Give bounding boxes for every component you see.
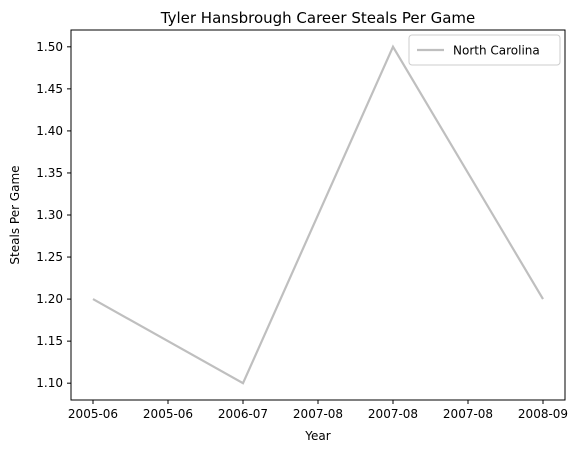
y-tick-label: 1.15 <box>36 334 63 348</box>
y-tick-label: 1.30 <box>36 208 63 222</box>
x-tick-label: 2005-06 <box>68 407 118 421</box>
x-axis-label: Year <box>304 429 330 443</box>
legend-label: North Carolina <box>453 44 540 58</box>
y-tick-label: 1.50 <box>36 40 63 54</box>
legend-box <box>408 34 561 66</box>
x-tick-label: 2008-09 <box>518 407 568 421</box>
y-tick-label: 1.25 <box>36 250 63 264</box>
x-tick-label: 2005-06 <box>143 407 193 421</box>
y-tick-label: 1.10 <box>36 376 63 390</box>
series-line <box>92 44 544 385</box>
x-tick-label: 2007-08 <box>368 407 418 421</box>
y-axis-label: Steals Per Game <box>8 165 22 264</box>
y-tick-label: 1.40 <box>36 124 63 138</box>
y-tick-label: 1.35 <box>36 166 63 180</box>
legend: North Carolina <box>408 34 561 66</box>
chart-title: Tyler Hansbrough Career Steals Per Game <box>160 9 475 27</box>
x-tick-label: 2007-08 <box>293 407 343 421</box>
x-axis: 2005-06 2005-06 2006-07 2007-08 2007-08 2007-… <box>68 400 568 421</box>
y-axis: 1.10 1.15 1.20 1.25 1.30 1.35 1.40 1.45 1.50 <box>36 40 71 390</box>
y-tick-label: 1.45 <box>36 82 63 96</box>
x-tick-label: 2006-07 <box>218 407 268 421</box>
plot-frame <box>70 29 566 401</box>
series-lines <box>92 44 544 385</box>
y-tick-label: 1.20 <box>36 292 63 306</box>
x-tick-label: 2007-08 <box>443 407 493 421</box>
